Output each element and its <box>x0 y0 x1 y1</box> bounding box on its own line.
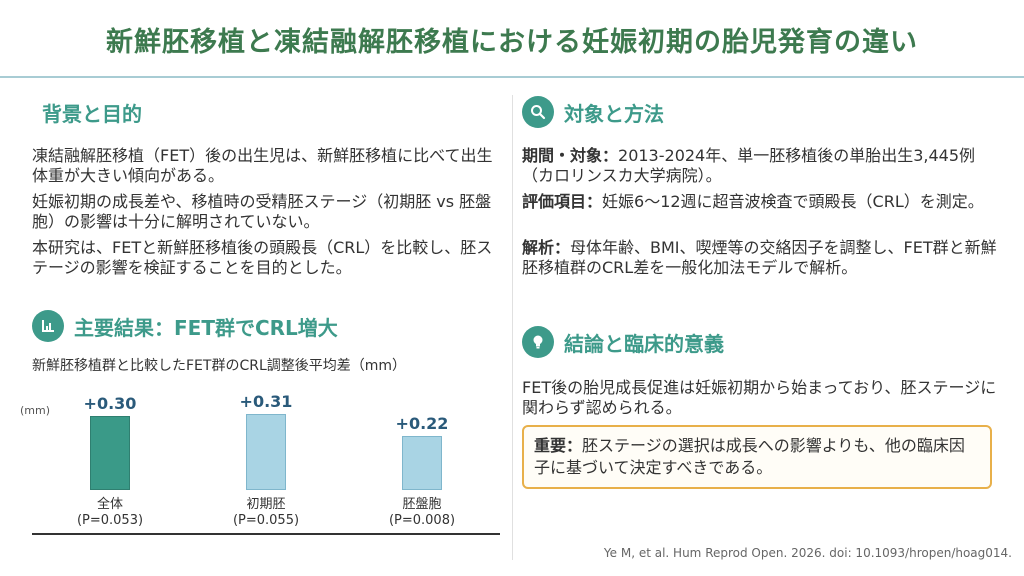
results-heading: 主要結果：FET群でCRL増大 <box>74 315 338 340</box>
citation: Ye M, et al. Hum Reprod Open. 2026. doi:… <box>603 546 1012 560</box>
methods-heading: 対象と方法 <box>564 101 664 126</box>
background-paragraph-2: 妊娠初期の成長差や、移植時の受精胚ステージ（初期胚 vs 胚盤胞）の影響は十分に… <box>32 192 492 231</box>
background-heading: 背景と目的 <box>42 102 142 126</box>
background-paragraph-3: 本研究は、FETと新鮮胚移植後の頭殿長（CRL）を比較し、胚ステージの影響を検証… <box>32 238 493 277</box>
methods-evaluation: 評価項目：妊娠6〜12週に超音波検査で頭殿長（CRL）を測定。 <box>522 192 998 212</box>
bar-chart-icon <box>32 310 64 342</box>
bar-1 <box>90 416 130 490</box>
page-title: 新鮮胚移植と凍結融解胚移植における妊娠初期の胎児発育の違い <box>106 27 918 58</box>
category-name: 初期胚 <box>246 497 286 512</box>
chart-caption: 新鮮胚移植群と比較したFET群のCRL調整後平均差（mm） <box>32 358 407 374</box>
important-label: 重要： <box>534 436 583 455</box>
conclusion-heading: 結論と臨床的意義 <box>564 331 724 356</box>
lightbulb-icon <box>522 326 554 358</box>
category-p-value: (P=0.055) <box>232 513 300 528</box>
conclusion-text: FET後の胎児成長促進は妊娠初期から始まっており、胚ステージに関わらず認められる… <box>522 378 997 417</box>
methods-section-header: 対象と方法 <box>522 96 664 128</box>
category-label: 全体 (P=0.053) <box>50 497 170 529</box>
background-section-header: 背景と目的 <box>42 98 142 127</box>
chart-unit-label: (mm) <box>20 404 51 417</box>
important-note-box: 重要：胚ステージの選択は成長への影響よりも、他の臨床因子に基づいて決定すべきであ… <box>522 425 992 489</box>
evaluation-text: 妊娠6〜12週に超音波検査で頭殿長（CRL）を測定。 <box>602 192 984 211</box>
search-icon <box>522 96 554 128</box>
chart-baseline <box>32 533 500 535</box>
column-divider <box>512 95 513 560</box>
category-label: 初期胚 (P=0.055) <box>206 497 326 529</box>
category-name: 全体 <box>96 497 123 512</box>
bar-value-label: +0.31 <box>239 392 293 411</box>
results-section-header: 主要結果：FET群でCRL増大 <box>32 310 338 342</box>
methods-period: 期間・対象：2013-2024年、単一胚移植後の単胎出生3,445例（カロリンス… <box>522 146 998 186</box>
evaluation-label: 評価項目： <box>522 192 603 211</box>
title-divider <box>0 76 1024 78</box>
category-p-value: (P=0.008) <box>388 513 456 528</box>
category-name: 胚盤胞 <box>402 497 442 512</box>
important-text: 胚ステージの選択は成長への影響よりも、他の臨床因子に基づいて決定すべきである。 <box>534 436 965 477</box>
bar-2 <box>246 414 286 490</box>
period-label: 期間・対象： <box>522 146 619 165</box>
background-paragraph-1: 凍結融解胚移植（FET）後の出生児は、新鮮胚移植に比べて出生体重が大きい傾向があ… <box>32 146 493 185</box>
category-p-value: (P=0.053) <box>76 513 144 528</box>
bar-value-label: +0.22 <box>395 414 449 434</box>
analysis-label: 解析： <box>522 238 571 257</box>
bar-3 <box>402 436 442 490</box>
conclusion-section-header: 結論と臨床的意義 <box>522 326 724 358</box>
category-label: 胚盤胞 (P=0.008) <box>362 497 482 529</box>
bar-value-label: +0.30 <box>83 394 137 414</box>
period-text: 2013-2024年、単一胚移植後の単胎出生3,445例（カロリンスカ大学病院）… <box>522 146 976 185</box>
methods-analysis: 解析：母体年齢、BMI、喫煙等の交絡因子を調整し、FET群と新鮮胚移植群のCRL… <box>522 238 998 278</box>
analysis-text: 母体年齢、BMI、喫煙等の交絡因子を調整し、FET群と新鮮胚移植群のCRL差を一… <box>522 238 997 277</box>
